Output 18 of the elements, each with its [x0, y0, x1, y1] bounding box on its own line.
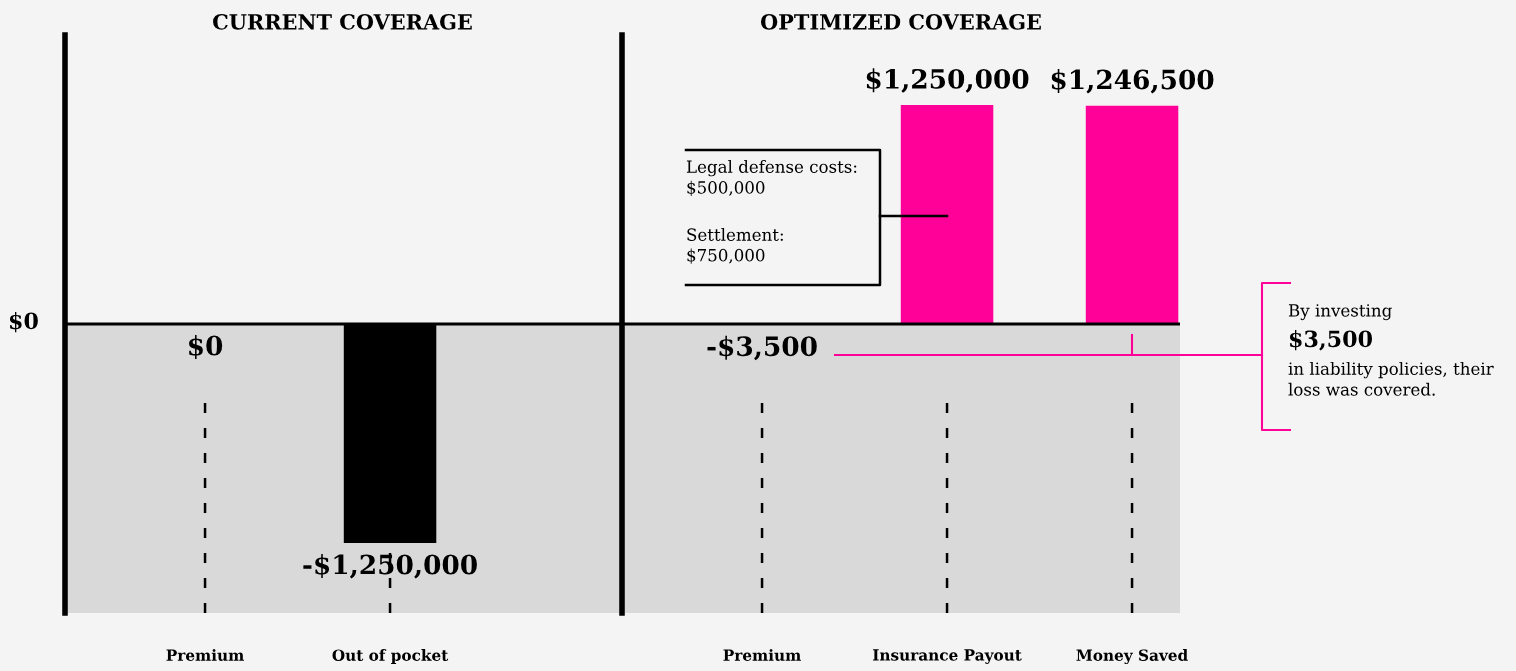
- chart-title: CURRENT COVERAGE: [213, 13, 472, 30]
- chart-title: OPTIMIZED COVERAGE: [760, 13, 1041, 30]
- data-label: $1,250,000: [866, 68, 1029, 93]
- data-label: $1,246,500: [1051, 68, 1214, 94]
- x-tick-label: Insurance Payout: [872, 649, 1022, 664]
- text: in liability policies, their loss was covered.: [1288, 362, 1494, 396]
- text: $3,500: [1289, 329, 1373, 351]
- text: By investing: [1288, 304, 1392, 321]
- x-tick-label: Premium: [166, 649, 244, 661]
- x-tick-label: Out of pocket: [332, 649, 449, 664]
- annotation: Settlement: $750,000: [687, 228, 783, 264]
- x-tick-label: Premium: [723, 649, 801, 661]
- annotation: Legal defense costs: $500,000: [686, 160, 857, 196]
- data-label: -$1,250,000: [303, 554, 477, 579]
- data-label: $0: [189, 335, 223, 360]
- text: $0: [9, 311, 38, 333]
- x-tick-label: Money Saved: [1076, 649, 1188, 665]
- data-label: -$3,500: [707, 335, 817, 361]
